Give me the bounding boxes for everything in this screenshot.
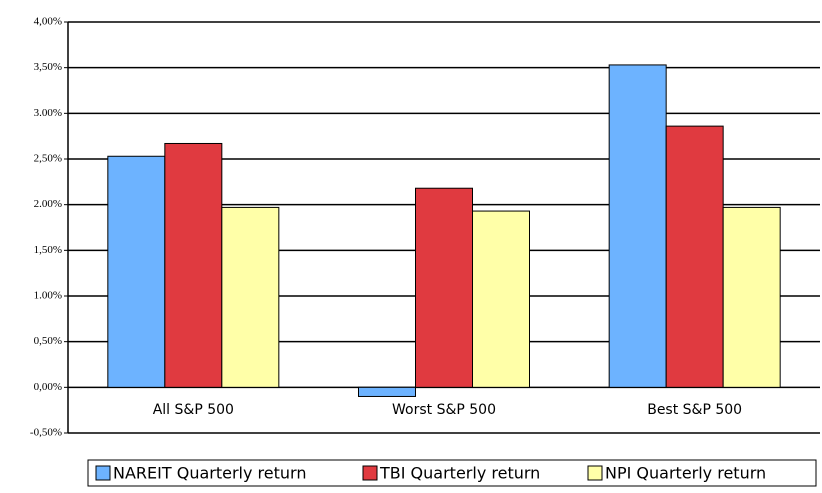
legend-frame <box>87 459 817 487</box>
bar <box>164 142 223 388</box>
legend-label: NPI Quarterly return <box>605 464 766 483</box>
y-tick-label: -0,50% <box>30 427 62 439</box>
bar <box>608 64 667 388</box>
y-tick-label: 3.00% <box>34 107 62 119</box>
y-tick-label: 4,00% <box>34 16 62 28</box>
legend-swatch <box>95 465 111 481</box>
bar <box>472 210 530 388</box>
x-tick-label: Worst S&P 500 <box>392 402 496 418</box>
legend: NAREIT Quarterly return TBI Quarterly ret… <box>87 459 817 487</box>
y-tick-label: 1.00% <box>34 290 62 302</box>
y-tick-label: 2,50% <box>34 153 62 165</box>
y-tick-label: 3,50% <box>34 61 62 73</box>
x-tick-label: All S&P 500 <box>153 402 234 418</box>
bar <box>107 155 166 388</box>
y-tick-label: 1,50% <box>34 244 62 256</box>
y-tick-label: 0,00% <box>34 381 62 393</box>
bar <box>415 187 473 388</box>
bar <box>358 386 416 397</box>
legend-swatch <box>362 465 378 481</box>
y-tick-label: 2.00% <box>34 198 62 210</box>
y-tick-label: 0,50% <box>34 335 62 347</box>
legend-label: NAREIT Quarterly return <box>113 464 306 483</box>
bar <box>221 206 280 388</box>
bar <box>665 125 724 388</box>
legend-label: TBI Quarterly return <box>379 464 540 483</box>
x-tick-label: Best S&P 500 <box>647 402 742 418</box>
legend-swatch <box>587 465 603 481</box>
bar <box>722 206 781 388</box>
